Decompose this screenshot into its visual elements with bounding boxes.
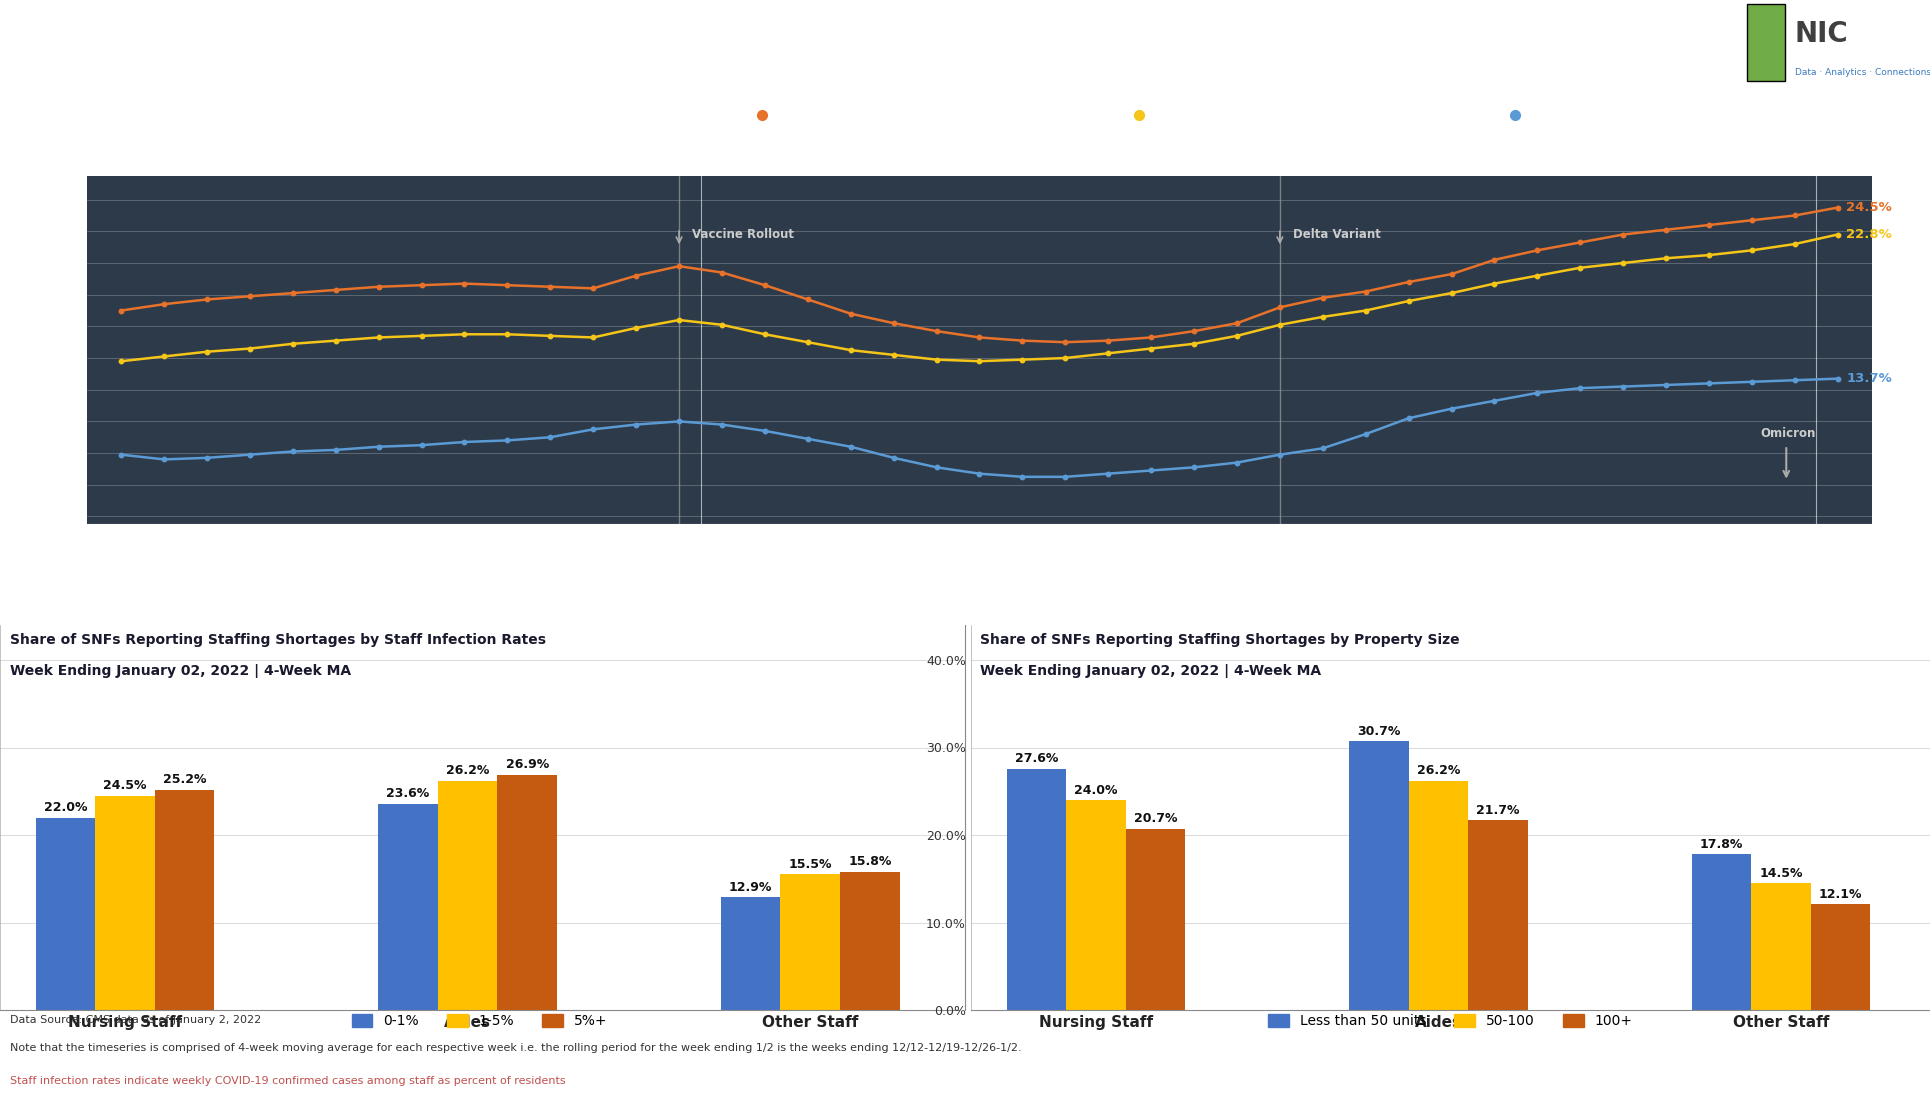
Text: NIC: NIC: [1795, 20, 1849, 47]
Text: 2021: 2021: [712, 598, 766, 617]
Bar: [840, 872, 899, 1010]
Text: Omicron: Omicron: [1760, 427, 1816, 440]
Bar: [1469, 820, 1529, 1010]
Text: 13.7%: 13.7%: [1847, 372, 1891, 385]
Text: 26.2%: 26.2%: [446, 764, 490, 777]
Text: 12.1%: 12.1%: [1818, 888, 1862, 901]
Text: Share of SNFs Reporting Staffing Shortages by Property Size: Share of SNFs Reporting Staffing Shortag…: [980, 633, 1459, 647]
Text: 2022: 2022: [1779, 598, 1833, 617]
Bar: [1349, 742, 1409, 1010]
Bar: [1125, 829, 1185, 1010]
Bar: [1810, 904, 1870, 1010]
Text: 26.2%: 26.2%: [1417, 764, 1461, 777]
Bar: [722, 898, 780, 1010]
Text: Share of SNFs Reporting Staffing Shortages | 4-Week M.A.: Share of SNFs Reporting Staffing Shortag…: [10, 100, 583, 118]
Text: 22.0%: 22.0%: [44, 802, 87, 814]
Bar: [378, 804, 438, 1010]
Text: 15.5%: 15.5%: [789, 858, 832, 871]
Text: 14.5%: 14.5%: [1760, 867, 1803, 880]
Text: Vaccine Rollout: Vaccine Rollout: [693, 229, 793, 241]
Text: Weekly Property Count: ~14,800: Weekly Property Count: ~14,800: [10, 150, 291, 166]
Text: 24.5%: 24.5%: [104, 779, 147, 793]
Text: 30.7%: 30.7%: [1357, 725, 1401, 737]
Text: 21.7%: 21.7%: [1476, 804, 1519, 817]
Bar: [1065, 800, 1125, 1010]
Text: 27.6%: 27.6%: [1015, 752, 1058, 765]
Bar: [95, 796, 154, 1010]
Text: 26.9%: 26.9%: [506, 758, 548, 771]
Bar: [498, 775, 558, 1010]
Text: 24.0%: 24.0%: [1075, 784, 1117, 796]
Text: Data Source: CMS data as of January 2, 2022: Data Source: CMS data as of January 2, 2…: [10, 1015, 261, 1025]
Text: 15.8%: 15.8%: [847, 856, 892, 868]
Bar: [1409, 781, 1469, 1010]
Bar: [438, 781, 498, 1010]
Text: Data · Analytics · Connections: Data · Analytics · Connections: [1795, 67, 1930, 77]
Bar: [1693, 854, 1751, 1010]
Text: Staff infection rates indicate weekly COVID-19 confirmed cases among staff as pe: Staff infection rates indicate weekly CO…: [10, 1075, 565, 1086]
Bar: [1751, 883, 1810, 1010]
Text: 25.2%: 25.2%: [162, 773, 207, 786]
Text: Week Ending January 02, 2022 | 4-Week MA: Week Ending January 02, 2022 | 4-Week MA: [980, 664, 1322, 678]
Text: Delta Variant: Delta Variant: [1293, 229, 1380, 241]
Bar: [1007, 768, 1065, 1010]
Text: 12.9%: 12.9%: [730, 881, 772, 893]
Text: Week Ending January 02, 2022 | 4-Week MA: Week Ending January 02, 2022 | 4-Week MA: [10, 664, 351, 678]
Text: Shortages of Aides: Shortages of Aides: [782, 112, 915, 125]
Text: 17.8%: 17.8%: [1700, 838, 1743, 851]
Text: 20.7%: 20.7%: [1133, 813, 1177, 826]
Bar: [37, 817, 95, 1010]
FancyBboxPatch shape: [1747, 4, 1785, 81]
Text: Shortages of Nursing Staff: Shortages of Nursing Staff: [1158, 112, 1345, 125]
Text: Shortages of Other Staff: Shortages of Other Staff: [1534, 112, 1708, 125]
Text: Note that the timeseries is comprised of 4-week moving average for each respecti: Note that the timeseries is comprised of…: [10, 1043, 1021, 1053]
Bar: [780, 874, 840, 1010]
Legend: 0-1%, 1-5%, 5%+: 0-1%, 1-5%, 5%+: [345, 1009, 614, 1033]
Text: 23.6%: 23.6%: [386, 787, 430, 800]
Text: 2020: 2020: [87, 598, 141, 617]
Text: Share of SNFs Reporting Staffing Shortages by Staff Infection Rates: Share of SNFs Reporting Staffing Shortag…: [10, 633, 546, 647]
Text: 24.5%: 24.5%: [1847, 201, 1891, 214]
Legend: Less than 50 units, 50-100, 100+: Less than 50 units, 50-100, 100+: [1262, 1009, 1639, 1033]
Text: 22.8%: 22.8%: [1847, 229, 1891, 241]
Bar: [154, 789, 214, 1010]
